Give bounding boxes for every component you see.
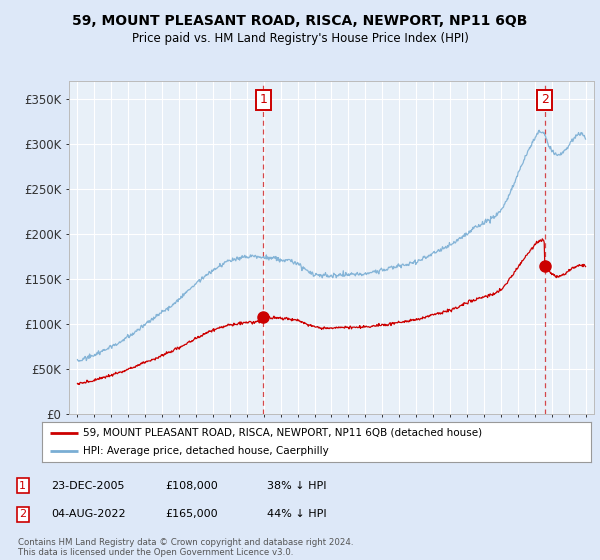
Text: Price paid vs. HM Land Registry's House Price Index (HPI): Price paid vs. HM Land Registry's House …: [131, 32, 469, 45]
Text: 1: 1: [259, 93, 268, 106]
Text: Contains HM Land Registry data © Crown copyright and database right 2024.
This d: Contains HM Land Registry data © Crown c…: [18, 538, 353, 557]
Text: 44% ↓ HPI: 44% ↓ HPI: [267, 509, 326, 519]
Text: 38% ↓ HPI: 38% ↓ HPI: [267, 480, 326, 491]
Text: 59, MOUNT PLEASANT ROAD, RISCA, NEWPORT, NP11 6QB: 59, MOUNT PLEASANT ROAD, RISCA, NEWPORT,…: [73, 14, 527, 28]
Text: £108,000: £108,000: [165, 480, 218, 491]
Text: 23-DEC-2005: 23-DEC-2005: [51, 480, 125, 491]
Text: 2: 2: [19, 509, 26, 519]
Text: 04-AUG-2022: 04-AUG-2022: [51, 509, 125, 519]
Text: 59, MOUNT PLEASANT ROAD, RISCA, NEWPORT, NP11 6QB (detached house): 59, MOUNT PLEASANT ROAD, RISCA, NEWPORT,…: [83, 428, 482, 437]
Text: £165,000: £165,000: [165, 509, 218, 519]
Text: 2: 2: [541, 93, 548, 106]
Text: HPI: Average price, detached house, Caerphilly: HPI: Average price, detached house, Caer…: [83, 446, 329, 456]
Text: 1: 1: [19, 480, 26, 491]
